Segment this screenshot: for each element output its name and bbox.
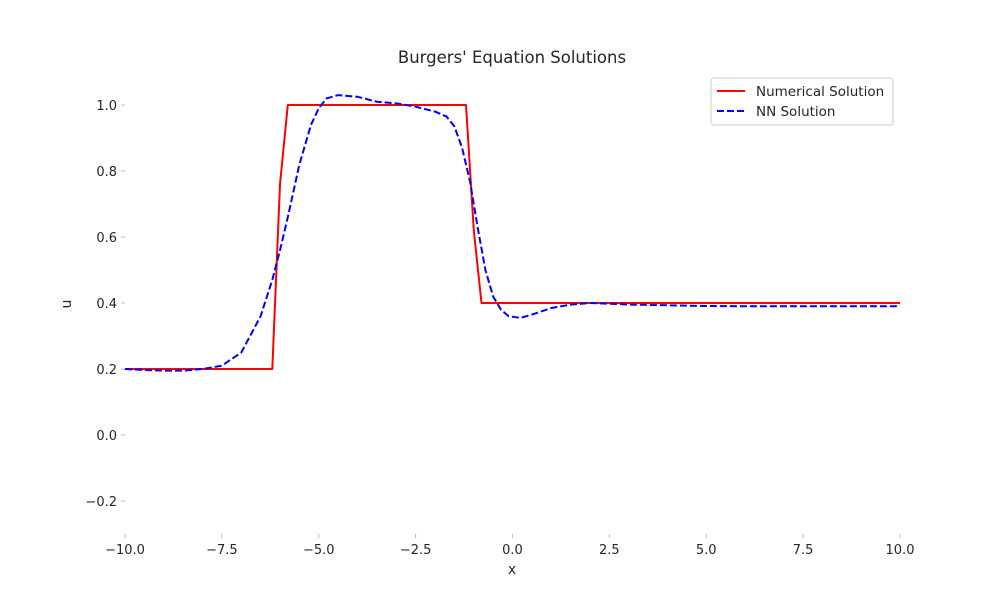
legend: Numerical Solution NN Solution bbox=[710, 77, 894, 126]
y-tick-label: 1.0 bbox=[96, 99, 117, 114]
x-tick-label: 5.0 bbox=[696, 543, 717, 558]
nn-solution-line bbox=[124, 94, 900, 372]
x-axis-ticks: −10.0 −7.5 −5.0 −2.5 0.0 2.5 5.0 7.5 10.0 bbox=[105, 534, 914, 558]
y-axis-ticks: −0.2 0.0 0.2 0.4 0.6 0.8 1.0 bbox=[85, 99, 125, 510]
y-tick-label: 0.8 bbox=[96, 165, 117, 180]
x-tick-label: −5.0 bbox=[303, 543, 335, 558]
legend-label-numerical: Numerical Solution bbox=[756, 84, 884, 100]
x-tick-label: 10.0 bbox=[886, 543, 915, 558]
y-tick-label: 0.0 bbox=[96, 429, 117, 444]
y-tick-label: −0.2 bbox=[85, 495, 117, 510]
y-tick-label: 0.4 bbox=[96, 297, 117, 312]
x-tick-label: −10.0 bbox=[105, 543, 145, 558]
x-tick-label: 2.5 bbox=[599, 543, 620, 558]
y-axis-label: u bbox=[59, 300, 75, 309]
y-tick-label: 0.6 bbox=[96, 231, 117, 246]
legend-box bbox=[710, 77, 894, 126]
y-tick-label: 0.2 bbox=[96, 363, 117, 378]
x-axis-label: x bbox=[508, 562, 516, 578]
x-tick-label: −7.5 bbox=[206, 543, 238, 558]
series-layer bbox=[124, 94, 900, 372]
chart-title: Burgers' Equation Solutions bbox=[398, 48, 626, 67]
x-tick-label: −2.5 bbox=[400, 543, 432, 558]
legend-label-nn: NN Solution bbox=[756, 104, 835, 120]
x-tick-label: 0.0 bbox=[502, 543, 523, 558]
x-tick-label: 7.5 bbox=[793, 543, 814, 558]
numerical-solution-line bbox=[125, 104, 900, 370]
